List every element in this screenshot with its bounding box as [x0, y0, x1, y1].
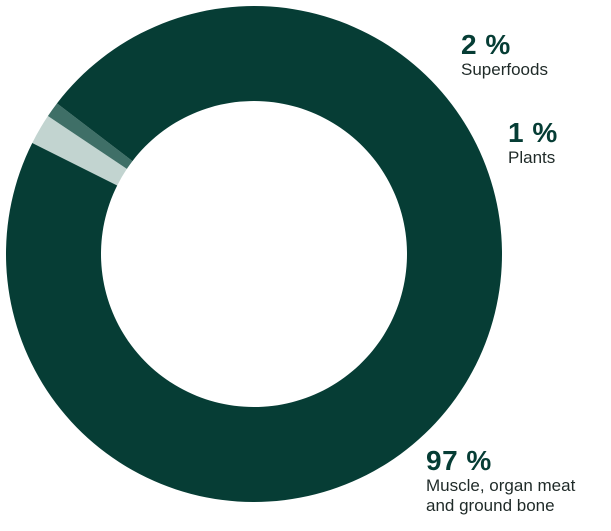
plants-name: Plants: [508, 148, 556, 167]
plants-percent: 1 %: [508, 117, 558, 148]
meat-percent: 97 %: [426, 445, 492, 476]
label-meat: 97 % Muscle, organ meat and ground bone: [426, 446, 575, 516]
slice-plants: [47, 103, 133, 169]
meat-name-line-1: Muscle, organ meat: [426, 476, 576, 495]
label-plants: 1 % Plants: [508, 118, 558, 168]
slice-superfoods: [32, 116, 127, 186]
superfoods-name: Superfoods: [461, 60, 548, 79]
meat-name-line-2: and ground bone: [426, 496, 555, 515]
superfoods-percent: 2 %: [461, 29, 511, 60]
label-superfoods: 2 % Superfoods: [461, 30, 548, 80]
slice-meat: [5, 5, 503, 503]
